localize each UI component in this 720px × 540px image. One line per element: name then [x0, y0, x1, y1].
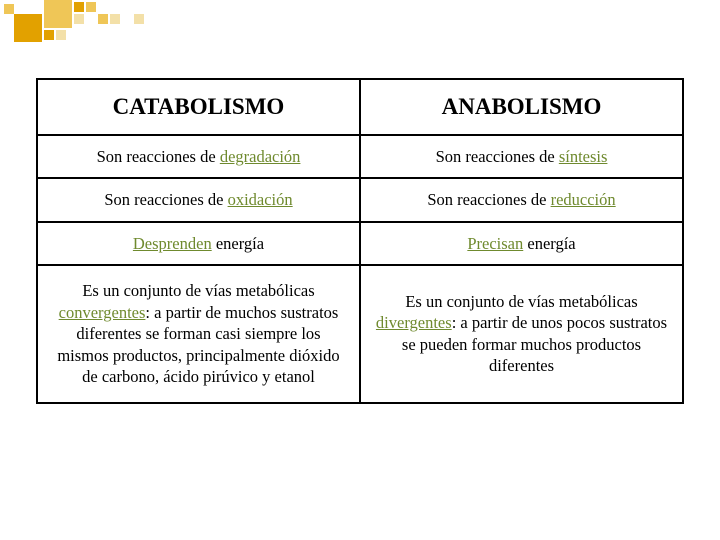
cell-keyword: reducción: [551, 190, 616, 209]
table-row: Es un conjunto de vías metabólicas conve…: [37, 265, 683, 402]
cell-keyword: convergentes: [59, 303, 146, 322]
cell-keyword: divergentes: [376, 313, 452, 332]
cell-anabolismo-4: Es un conjunto de vías metabólicas diver…: [360, 265, 683, 402]
cell-catabolismo-2: Son reacciones de oxidación: [37, 178, 360, 221]
cell-prefix: Son reacciones de: [104, 190, 227, 209]
decor-square-small-7: [98, 14, 108, 24]
table-row: Son reacciones de oxidación Son reaccion…: [37, 178, 683, 221]
cell-suffix: energía: [523, 234, 575, 253]
cell-keyword: oxidación: [228, 190, 293, 209]
cell-keyword: Desprenden: [133, 234, 212, 253]
cell-prefix: Son reacciones de: [97, 147, 220, 166]
cell-prefix: Es un conjunto de vías metabólicas: [82, 281, 314, 300]
comparison-table: CATABOLISMO ANABOLISMO Son reacciones de…: [36, 78, 684, 404]
decor-square-big-2: [44, 0, 72, 28]
decor-square-small-9: [134, 14, 144, 24]
cell-anabolismo-2: Son reacciones de reducción: [360, 178, 683, 221]
corner-decoration: [0, 0, 170, 55]
decor-square-small-8: [110, 14, 120, 24]
cell-catabolismo-4: Es un conjunto de vías metabólicas conve…: [37, 265, 360, 402]
header-catabolismo: CATABOLISMO: [37, 79, 360, 135]
decor-square-big-1: [14, 14, 42, 42]
cell-anabolismo-3: Precisan energía: [360, 222, 683, 265]
decor-square-small-1: [4, 4, 14, 14]
decor-square-small-5: [86, 2, 96, 12]
cell-keyword: degradación: [220, 147, 301, 166]
header-anabolismo: ANABOLISMO: [360, 79, 683, 135]
cell-anabolismo-1: Son reacciones de síntesis: [360, 135, 683, 178]
table-header-row: CATABOLISMO ANABOLISMO: [37, 79, 683, 135]
decor-square-small-4: [74, 2, 84, 12]
table-row: Desprenden energía Precisan energía: [37, 222, 683, 265]
cell-prefix: Es un conjunto de vías metabólicas: [405, 292, 637, 311]
cell-suffix: energía: [212, 234, 264, 253]
cell-prefix: Son reacciones de: [427, 190, 550, 209]
cell-catabolismo-1: Son reacciones de degradación: [37, 135, 360, 178]
cell-prefix: Son reacciones de: [436, 147, 559, 166]
decor-square-small-6: [74, 14, 84, 24]
table-row: Son reacciones de degradación Son reacci…: [37, 135, 683, 178]
cell-keyword: síntesis: [559, 147, 608, 166]
cell-keyword: Precisan: [467, 234, 523, 253]
decor-square-small-2: [44, 30, 54, 40]
decor-square-small-3: [56, 30, 66, 40]
cell-catabolismo-3: Desprenden energía: [37, 222, 360, 265]
